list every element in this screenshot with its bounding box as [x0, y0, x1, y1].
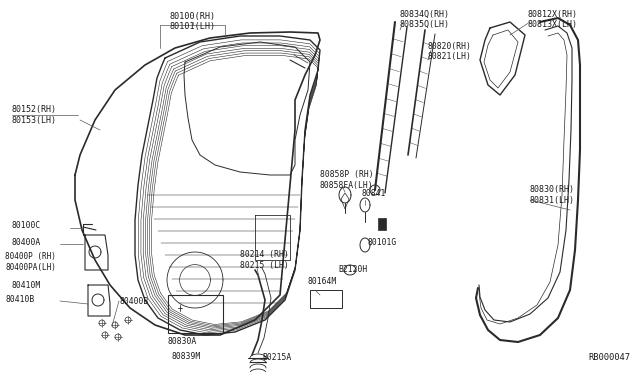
- Text: 80858P (RH)
80858FA(LH): 80858P (RH) 80858FA(LH): [320, 170, 374, 190]
- Text: 80164M: 80164M: [308, 278, 337, 286]
- Text: 80410M: 80410M: [12, 280, 41, 289]
- Text: 80410B: 80410B: [5, 295, 35, 305]
- Bar: [168, 295, 223, 333]
- Text: 80830(RH)
80831(LH): 80830(RH) 80831(LH): [530, 185, 575, 205]
- Text: B2120H: B2120H: [338, 266, 367, 275]
- Text: 80400A: 80400A: [12, 237, 41, 247]
- Text: B0215A: B0215A: [262, 353, 291, 362]
- Text: 80834Q(RH)
80835Q(LH): 80834Q(RH) 80835Q(LH): [400, 10, 450, 29]
- Text: 80400P (RH)
80400PA(LH): 80400P (RH) 80400PA(LH): [5, 252, 56, 272]
- Text: 80101G: 80101G: [368, 237, 397, 247]
- Text: 80839M: 80839M: [172, 352, 201, 361]
- Text: 80152(RH)
80153(LH): 80152(RH) 80153(LH): [12, 105, 57, 125]
- Text: 80812X(RH)
80813X(LH): 80812X(RH) 80813X(LH): [528, 10, 578, 29]
- Text: 80820(RH)
80821(LH): 80820(RH) 80821(LH): [428, 42, 472, 61]
- Text: 80100C: 80100C: [12, 221, 41, 230]
- Text: 80214 (RH)
80215 (LH): 80214 (RH) 80215 (LH): [240, 250, 289, 270]
- Bar: [378, 218, 386, 230]
- Text: 80100(RH)
80101(LH): 80100(RH) 80101(LH): [170, 12, 216, 31]
- Text: RB000047: RB000047: [588, 353, 630, 362]
- Text: 80830A: 80830A: [168, 337, 197, 346]
- Text: 80841: 80841: [362, 189, 387, 198]
- Text: 80400B: 80400B: [120, 298, 149, 307]
